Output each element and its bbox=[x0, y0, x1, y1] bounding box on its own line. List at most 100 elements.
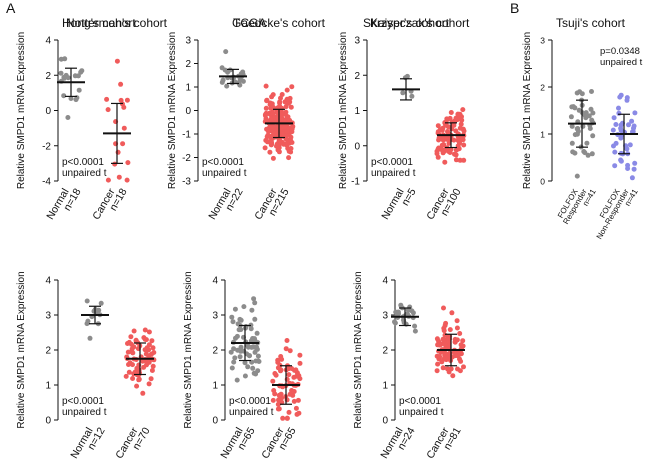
data-point bbox=[296, 410, 302, 416]
data-point bbox=[282, 141, 288, 147]
chart-title: TCGA bbox=[233, 16, 266, 30]
data-point bbox=[249, 337, 255, 343]
y-tick-label: 2 bbox=[185, 59, 191, 70]
data-point bbox=[262, 145, 268, 151]
data-point bbox=[412, 323, 418, 329]
chart-notterman: Notterman's cohort Relative SMPD1 mRNA Ex… bbox=[16, 16, 168, 222]
data-point bbox=[279, 356, 285, 362]
data-point bbox=[252, 344, 258, 350]
data-point bbox=[461, 128, 467, 134]
data-point bbox=[150, 363, 156, 369]
data-point bbox=[392, 319, 397, 325]
data-point bbox=[238, 344, 244, 350]
data-point bbox=[457, 331, 463, 336]
y-axis-label: Relative SMPD1 mRNA Expression bbox=[522, 32, 533, 189]
data-point bbox=[454, 146, 460, 152]
chart-tsuji: Tsuji's cohort Relative SMPD1 mRNA Expres… bbox=[522, 16, 643, 241]
data-point bbox=[151, 350, 157, 355]
data-point bbox=[270, 92, 276, 98]
data-point bbox=[441, 305, 446, 311]
data-point bbox=[454, 318, 460, 324]
data-point bbox=[453, 353, 459, 359]
y-tick-label: 1 bbox=[354, 106, 360, 117]
data-point bbox=[284, 129, 290, 134]
data-point bbox=[442, 341, 448, 347]
y-tick-label: 1 bbox=[212, 381, 218, 392]
data-point bbox=[249, 307, 255, 313]
data-point bbox=[264, 97, 270, 103]
data-point bbox=[287, 348, 293, 354]
data-point bbox=[255, 353, 261, 359]
chart-kaiser: Kaiser's cohort Relative SMPD1 mRNA Expre… bbox=[338, 16, 467, 222]
data-point bbox=[588, 106, 594, 112]
y-tick-label: 0 bbox=[382, 416, 388, 427]
data-point bbox=[447, 150, 453, 155]
y-axis-label: Relative SMPD1 mRNA Expression bbox=[338, 32, 349, 189]
data-point bbox=[590, 110, 596, 116]
data-point bbox=[266, 111, 272, 116]
y-axis-label: Relative SMPD1 mRNA Expression bbox=[183, 271, 194, 428]
data-point bbox=[120, 141, 126, 147]
y-axis-label: Relative SMPD1 mRNA Expression bbox=[167, 32, 178, 189]
data-point bbox=[442, 350, 448, 356]
y-tick-label: 0 bbox=[354, 141, 360, 152]
data-point bbox=[589, 89, 594, 94]
data-point bbox=[451, 122, 457, 128]
data-point bbox=[149, 368, 155, 373]
data-point bbox=[276, 397, 281, 403]
data-point bbox=[238, 348, 244, 354]
y-tick-label: 0 bbox=[540, 177, 545, 187]
data-point bbox=[283, 346, 289, 352]
data-point bbox=[247, 353, 252, 359]
y-tick-label: -2 bbox=[42, 141, 51, 152]
data-point bbox=[252, 349, 258, 355]
data-point bbox=[224, 83, 230, 89]
data-point bbox=[590, 133, 596, 139]
p-value-annotation: p<0.0001 bbox=[62, 157, 104, 168]
data-point bbox=[130, 350, 136, 356]
data-point bbox=[264, 118, 270, 124]
data-point bbox=[231, 359, 237, 365]
data-point bbox=[453, 157, 459, 163]
data-point bbox=[283, 104, 289, 110]
data-point bbox=[252, 316, 258, 322]
data-point bbox=[624, 97, 630, 103]
data-point bbox=[129, 346, 135, 352]
y-tick-label: -4 bbox=[42, 177, 51, 188]
data-point bbox=[446, 140, 452, 146]
p-value-annotation: p=0.0348 bbox=[600, 46, 640, 57]
data-point bbox=[291, 398, 297, 404]
data-point bbox=[65, 115, 71, 120]
data-point bbox=[264, 134, 270, 140]
x-category-n: n=5 bbox=[399, 186, 418, 208]
p-value-annotation: p<0.0001 bbox=[371, 157, 413, 168]
data-point bbox=[275, 406, 281, 412]
data-point bbox=[146, 342, 152, 348]
data-point bbox=[409, 93, 415, 99]
data-point bbox=[581, 149, 587, 154]
data-point bbox=[222, 67, 228, 73]
data-point bbox=[616, 105, 621, 111]
data-point bbox=[279, 106, 285, 111]
data-point bbox=[253, 371, 259, 377]
y-tick-label: 3 bbox=[354, 36, 360, 47]
y-tick-label: 0 bbox=[45, 106, 51, 117]
y-tick-label: 2 bbox=[45, 346, 51, 357]
data-point bbox=[140, 390, 146, 396]
data-point bbox=[287, 117, 293, 123]
data-point bbox=[583, 110, 589, 116]
data-point bbox=[237, 316, 243, 322]
data-point bbox=[454, 337, 460, 343]
data-point bbox=[124, 97, 130, 103]
data-point bbox=[583, 115, 589, 121]
data-point bbox=[618, 135, 624, 141]
data-point bbox=[461, 364, 466, 370]
data-point bbox=[407, 304, 413, 310]
data-point bbox=[569, 123, 575, 129]
data-point bbox=[286, 409, 292, 415]
data-point bbox=[116, 174, 122, 180]
data-point bbox=[612, 163, 618, 169]
data-point bbox=[125, 160, 131, 166]
data-point bbox=[440, 365, 446, 371]
